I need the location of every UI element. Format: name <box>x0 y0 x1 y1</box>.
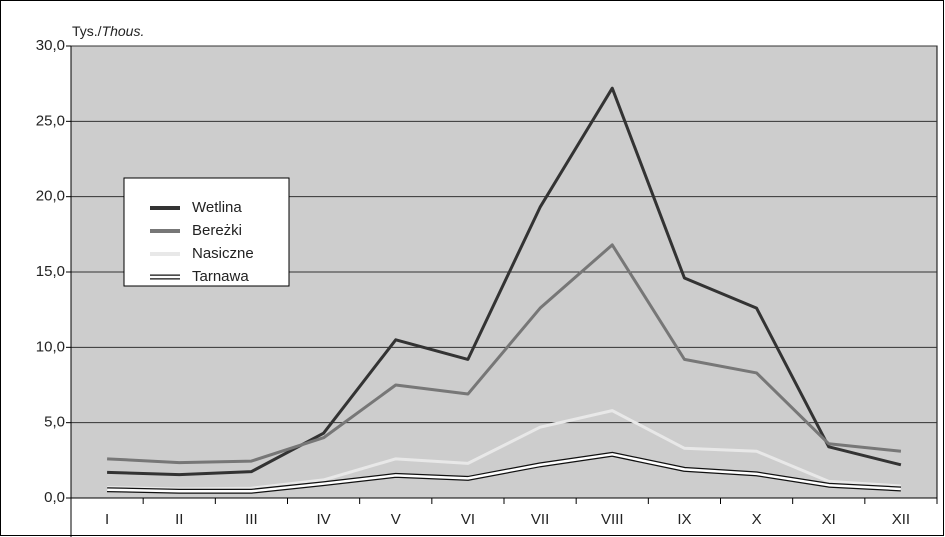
y-tick-label: 15,0 <box>36 263 65 280</box>
x-tick-label: II <box>175 511 183 528</box>
series-line <box>107 86 902 477</box>
y-tick-label: 25,0 <box>36 112 65 129</box>
series-line <box>107 453 901 493</box>
x-tick-label: V <box>391 511 401 528</box>
series-line <box>107 243 902 465</box>
series-line <box>107 409 902 491</box>
x-tick-label: VI <box>461 511 475 528</box>
y-tick-label: 30,0 <box>36 37 65 54</box>
y-tick-label: 5,0 <box>44 414 65 431</box>
x-tick-label: IX <box>677 511 691 528</box>
legend-label: Tarnawa <box>192 268 249 285</box>
y-label-pl: Tys./ <box>72 23 102 39</box>
x-tick-label: XI <box>822 511 836 528</box>
y-tick-label: 0,0 <box>44 489 65 506</box>
legend-label: Bereżki <box>192 222 242 239</box>
x-tick-label: VIII <box>601 511 624 528</box>
y-tick-label: 10,0 <box>36 338 65 355</box>
x-tick-label: XII <box>892 511 910 528</box>
x-tick-label: I <box>105 511 109 528</box>
y-axis-label: Tys./Thous. <box>72 23 144 39</box>
y-label-en: Thous. <box>102 23 145 39</box>
x-tick-label: VII <box>531 511 549 528</box>
x-tick-label: IV <box>316 511 330 528</box>
legend-label: Nasiczne <box>192 245 254 262</box>
legend: Wetlina Bereżki Nasiczne Tarnawa <box>123 177 290 287</box>
x-tick-label: III <box>245 511 258 528</box>
legend-label: Wetlina <box>192 199 242 216</box>
x-tick-label: X <box>752 511 762 528</box>
y-tick-label: 20,0 <box>36 188 65 205</box>
